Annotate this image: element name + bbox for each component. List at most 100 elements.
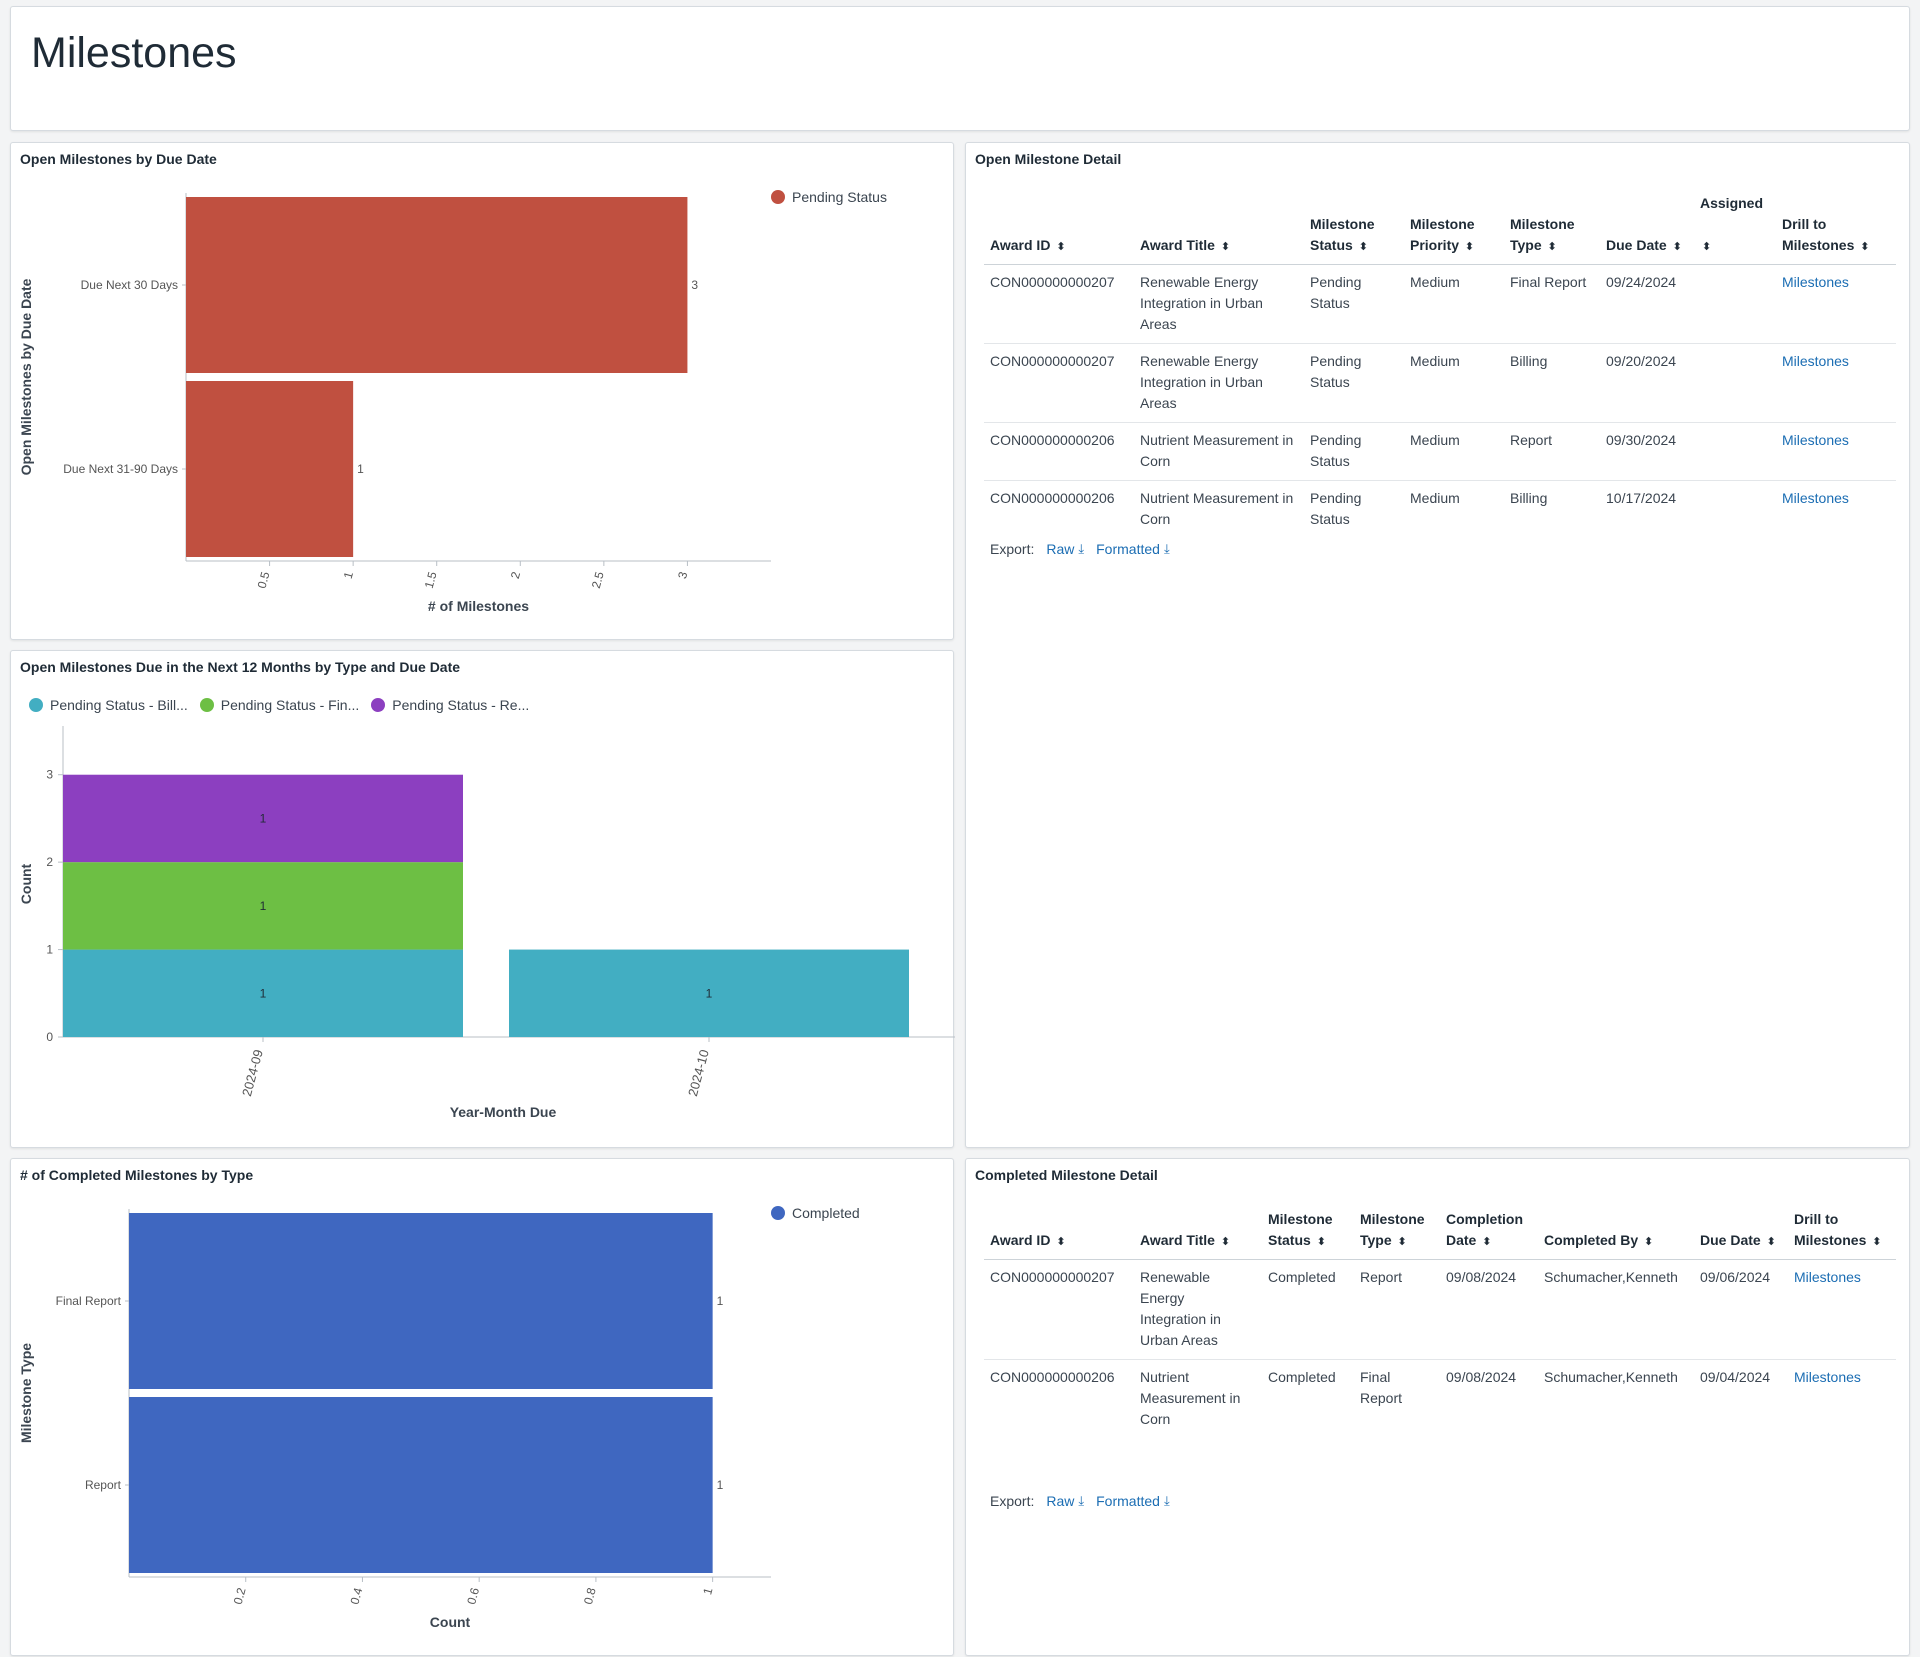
completed-detail-table: Award ID ⬍ Award Title ⬍ Milestone Status ⬍… <box>984 1205 1896 1438</box>
column-header[interactable]: Assigned ⬍ <box>1694 189 1776 265</box>
table-cell: Renewable Energy Integration in Urban Ar… <box>1134 264 1304 344</box>
y-tick-label: Report <box>85 1478 122 1492</box>
chart-bar-segment <box>509 949 909 1037</box>
drill-to-milestones-link[interactable]: Milestones <box>1782 490 1849 506</box>
table-cell: Nutrient Measurement in Corn <box>1134 422 1304 481</box>
legend-label: Pending Status - Fin... <box>220 697 360 713</box>
column-header[interactable]: Milestone Priority ⬍ <box>1404 189 1504 265</box>
x-tick-label: 1 <box>341 570 356 580</box>
x-tick-label: 2024-10 <box>685 1048 712 1098</box>
chart-bar-segment <box>63 774 463 863</box>
column-header[interactable]: Award ID ⬍ <box>984 1205 1134 1260</box>
table-cell: Final Report <box>1504 264 1600 344</box>
column-header[interactable]: Award Title ⬍ <box>1134 1205 1262 1260</box>
table-cell: Completed <box>1268 1369 1336 1385</box>
export-raw-label: Raw <box>1046 1493 1075 1509</box>
export-raw-link[interactable]: Raw ⤓ <box>1046 1493 1084 1509</box>
sort-icon[interactable]: ⬍ <box>1482 1236 1492 1248</box>
column-header-label: Award ID <box>990 237 1051 253</box>
table-cell: Schumacher,Kenneth <box>1538 1259 1694 1360</box>
column-header-label: Completed By <box>1544 1232 1639 1248</box>
completed-by-type-chart: 1 Final Report 1 Report 0.2 0.4 0.6 0.8 1 Count Mi… <box>18 1209 771 1630</box>
column-header[interactable]: Due Date ⬍ <box>1600 189 1694 265</box>
sort-icon[interactable]: ⬍ <box>1056 241 1066 253</box>
export-formatted-link[interactable]: Formatted ⤓ <box>1096 1493 1170 1509</box>
table-cell <box>1694 343 1776 423</box>
column-header[interactable]: Milestone Status ⬍ <box>1304 189 1404 265</box>
legend-label: Pending Status - Bill... <box>50 697 188 713</box>
panel-title: Open Milestones by Due Date <box>20 151 217 167</box>
download-icon: ⤓ <box>1078 1493 1085 1508</box>
table-cell: Medium <box>1404 422 1504 481</box>
table-cell: CON000000000206 <box>990 490 1115 506</box>
export-formatted-link[interactable]: Formatted ⤓ <box>1096 541 1170 557</box>
drill-to-milestones-link[interactable]: Milestones <box>1776 343 1896 423</box>
column-header[interactable]: Award Title ⬍ <box>1134 189 1304 265</box>
column-header-label: Milestones <box>1782 237 1855 253</box>
drill-to-milestones-link[interactable]: Milestones <box>1776 264 1896 344</box>
column-header[interactable]: Milestone Type ⬍ <box>1504 189 1600 265</box>
table-cell: 10/17/2024 <box>1606 490 1677 506</box>
open-by-due-date-chart: 3 Due Next 30 Days 1 Due Next 31-90 Days 0.5… <box>18 193 771 614</box>
table-cell: 09/06/2024 <box>1694 1259 1788 1360</box>
chart-legend[interactable]: Completed <box>771 1205 860 1221</box>
sort-icon[interactable]: ⬍ <box>1316 1236 1326 1248</box>
y-tick-label: Due Next 31-90 Days <box>63 462 178 476</box>
table-cell: CON000000000207 <box>984 1259 1134 1360</box>
legend-label: Pending Status - Re... <box>392 697 530 713</box>
table-cell: Medium <box>1410 490 1460 506</box>
chart-legend[interactable]: Pending Status - Bill... Pending Status … <box>29 697 529 713</box>
column-header-label: Drill to <box>1794 1211 1839 1227</box>
panel-title: Completed Milestone Detail <box>975 1167 1158 1183</box>
data-label: 1 <box>717 1294 724 1308</box>
column-header-label: Priority <box>1410 237 1460 253</box>
table-cell: Schumacher,Kenneth <box>1544 1369 1678 1385</box>
chart-bar <box>129 1397 713 1573</box>
export-raw-link[interactable]: Raw ⤓ <box>1046 541 1084 557</box>
column-header[interactable]: Milestone Status ⬍ <box>1262 1205 1354 1260</box>
sort-icon[interactable]: ⬍ <box>1766 1236 1776 1248</box>
table-cell: Pending Status <box>1304 422 1404 481</box>
sort-icon[interactable]: ⬍ <box>1702 241 1712 253</box>
legend-swatch <box>371 698 386 712</box>
chart-bar <box>129 1213 713 1389</box>
table-row: CON000000000206 Nutrient Measurement in C… <box>984 1360 1896 1439</box>
column-header[interactable]: Completed By ⬍ <box>1538 1205 1694 1260</box>
sort-icon[interactable]: ⬍ <box>1464 241 1475 253</box>
table-cell <box>1694 264 1776 344</box>
open-by-due-date-panel: Open Milestones by Due Date Pending Stat… <box>10 142 954 640</box>
legend-swatch <box>199 698 214 712</box>
x-tick-label: 0.8 <box>581 1586 599 1606</box>
column-header[interactable]: Due Date ⬍ <box>1694 1205 1788 1260</box>
sort-icon[interactable]: ⬍ <box>1220 1236 1231 1248</box>
sort-icon[interactable]: ⬍ <box>1672 241 1682 253</box>
table-cell: 09/04/2024 <box>1700 1369 1771 1385</box>
sort-icon[interactable]: ⬍ <box>1547 241 1557 253</box>
chart-legend[interactable]: Pending Status <box>771 189 887 205</box>
column-header[interactable]: Drill to Milestones ⬍ <box>1788 1205 1896 1260</box>
sort-icon[interactable]: ⬍ <box>1056 1236 1066 1248</box>
export-formatted-label: Formatted <box>1096 1493 1160 1509</box>
sort-icon[interactable]: ⬍ <box>1872 1236 1882 1248</box>
export-formatted-label: Formatted <box>1096 541 1160 557</box>
column-header[interactable]: Award ID ⬍ <box>984 189 1134 265</box>
column-header[interactable]: Completion Date ⬍ <box>1440 1205 1538 1260</box>
drill-to-milestones-link[interactable]: Milestones <box>1776 422 1896 481</box>
drill-to-milestones-link[interactable]: Milestones <box>1794 1369 1861 1385</box>
column-header-label: Milestone <box>1268 1211 1333 1227</box>
table-cell: 09/30/2024 <box>1600 422 1694 481</box>
x-axis-title: Year-Month Due <box>450 1104 557 1120</box>
drill-to-milestones-link[interactable]: Milestones <box>1788 1259 1896 1360</box>
column-header[interactable]: Drill to Milestones ⬍ <box>1776 189 1896 265</box>
sort-icon[interactable]: ⬍ <box>1644 1236 1654 1248</box>
sort-icon[interactable]: ⬍ <box>1220 241 1231 253</box>
table-cell: Pending Status <box>1310 490 1362 527</box>
export-bar: Export: Raw ⤓ Formatted ⤓ <box>990 1493 1170 1509</box>
sort-icon[interactable]: ⬍ <box>1358 241 1368 253</box>
sort-icon[interactable]: ⬍ <box>1397 1236 1407 1248</box>
column-header[interactable]: Milestone Type ⬍ <box>1354 1205 1440 1260</box>
y-axis-title: Open Milestones by Due Date <box>18 278 34 475</box>
column-header-label: Type <box>1360 1232 1392 1248</box>
sort-icon[interactable]: ⬍ <box>1860 241 1870 253</box>
data-label: 3 <box>691 278 698 292</box>
